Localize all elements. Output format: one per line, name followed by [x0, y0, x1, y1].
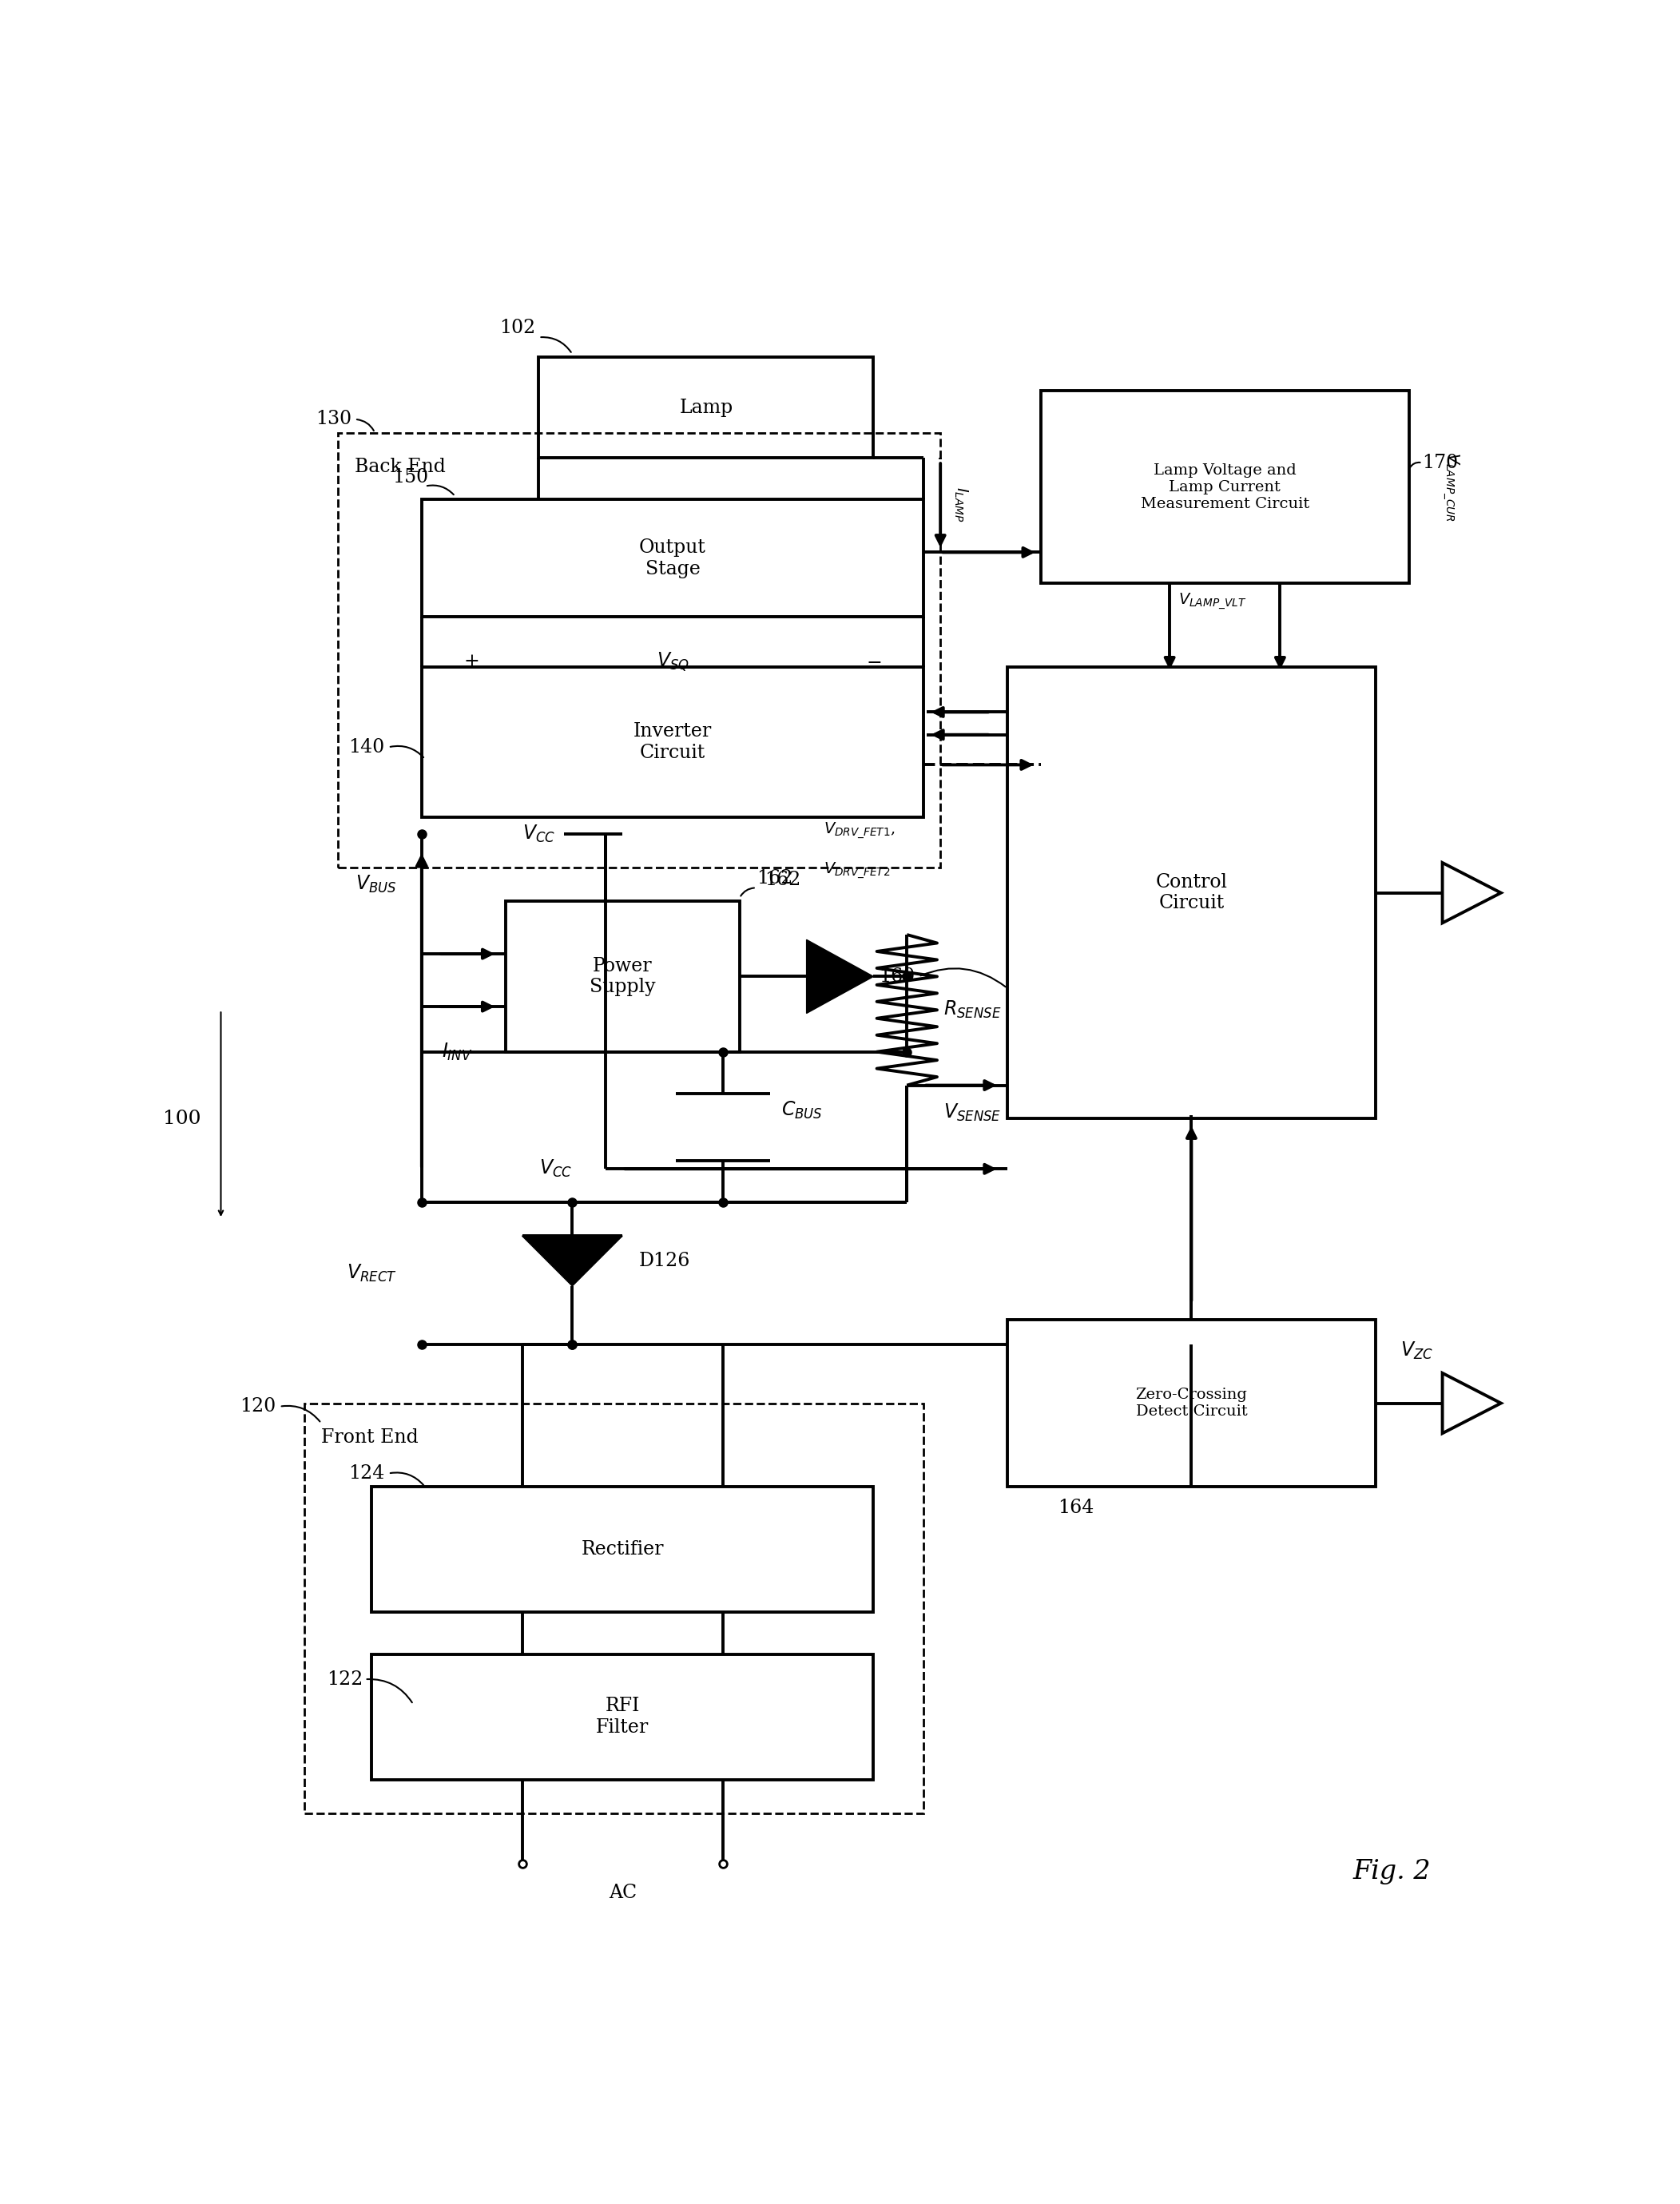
Text: 102: 102: [499, 320, 536, 337]
Text: $V_{RECT}$: $V_{RECT}$: [346, 1263, 396, 1285]
Text: D126: D126: [638, 1252, 690, 1270]
Bar: [371, 1488, 874, 1613]
Text: $I_{INV}$: $I_{INV}$: [442, 1040, 472, 1062]
Text: Rectifier: Rectifier: [581, 1541, 664, 1558]
Text: $V_{SQ}$: $V_{SQ}$: [657, 650, 689, 672]
Polygon shape: [522, 1236, 623, 1287]
Text: Lamp: Lamp: [679, 399, 732, 417]
Text: Fig. 2: Fig. 2: [1352, 1858, 1431, 1884]
Text: 140: 140: [349, 738, 385, 756]
Text: $V_{DRV\_FET2}$: $V_{DRV\_FET2}$: [823, 862, 890, 882]
Text: 164: 164: [1057, 1499, 1094, 1516]
Text: Back End: Back End: [354, 458, 445, 476]
Text: Lamp Voltage and
Lamp Current
Measurement Circuit: Lamp Voltage and Lamp Current Measuremen…: [1141, 463, 1309, 511]
Text: Power
Supply: Power Supply: [590, 957, 655, 996]
Text: $V_{SENSE}$: $V_{SENSE}$: [944, 1102, 1001, 1122]
Text: AC: AC: [608, 1884, 637, 1902]
Text: Output
Stage: Output Stage: [638, 538, 706, 577]
Text: $-$: $-$: [865, 652, 882, 670]
Text: $V_{BUS}$: $V_{BUS}$: [356, 875, 396, 895]
Bar: [371, 1655, 874, 1779]
Text: RFI
Filter: RFI Filter: [596, 1697, 648, 1737]
Text: 160: 160: [879, 968, 916, 985]
Text: Zero-Crossing
Detect Circuit: Zero-Crossing Detect Circuit: [1136, 1389, 1247, 1419]
Text: $V_{DRV\_FET1}$,: $V_{DRV\_FET1}$,: [823, 822, 895, 840]
Text: $V_{LAMP\_CUR}$: $V_{LAMP\_CUR}$: [1441, 452, 1460, 522]
Text: 162: 162: [764, 871, 801, 890]
Bar: [1042, 390, 1410, 584]
Text: 124: 124: [349, 1463, 385, 1483]
Bar: [1008, 1320, 1376, 1488]
Text: +: +: [464, 652, 480, 670]
Text: $V_{ZC}$: $V_{ZC}$: [1401, 1340, 1433, 1362]
Text: Control
Circuit: Control Circuit: [1156, 873, 1228, 912]
Text: $V_{CC}$: $V_{CC}$: [522, 824, 556, 844]
Text: $I_{LAMP}$: $I_{LAMP}$: [953, 487, 969, 522]
Text: 122: 122: [328, 1671, 363, 1688]
Bar: [506, 901, 739, 1051]
Text: 150: 150: [393, 467, 428, 487]
Text: 120: 120: [240, 1397, 276, 1415]
Bar: [539, 357, 874, 458]
Text: $C_{BUS}$: $C_{BUS}$: [781, 1100, 823, 1122]
Text: $V_{CC}$: $V_{CC}$: [539, 1159, 573, 1179]
Text: Inverter
Circuit: Inverter Circuit: [633, 723, 712, 763]
Text: $V_{LAMP\_VLT}$: $V_{LAMP\_VLT}$: [1178, 591, 1247, 611]
Bar: [338, 432, 941, 868]
Text: Front End: Front End: [321, 1428, 418, 1446]
Text: 162: 162: [756, 868, 793, 888]
Bar: [422, 668, 924, 818]
Text: 130: 130: [316, 410, 351, 428]
Bar: [1008, 668, 1376, 1120]
Bar: [304, 1404, 924, 1814]
Text: 100: 100: [163, 1109, 202, 1128]
Text: $R_{SENSE}$: $R_{SENSE}$: [944, 998, 1001, 1020]
Bar: [422, 500, 924, 617]
Polygon shape: [806, 939, 874, 1014]
Text: 170: 170: [1423, 454, 1458, 472]
